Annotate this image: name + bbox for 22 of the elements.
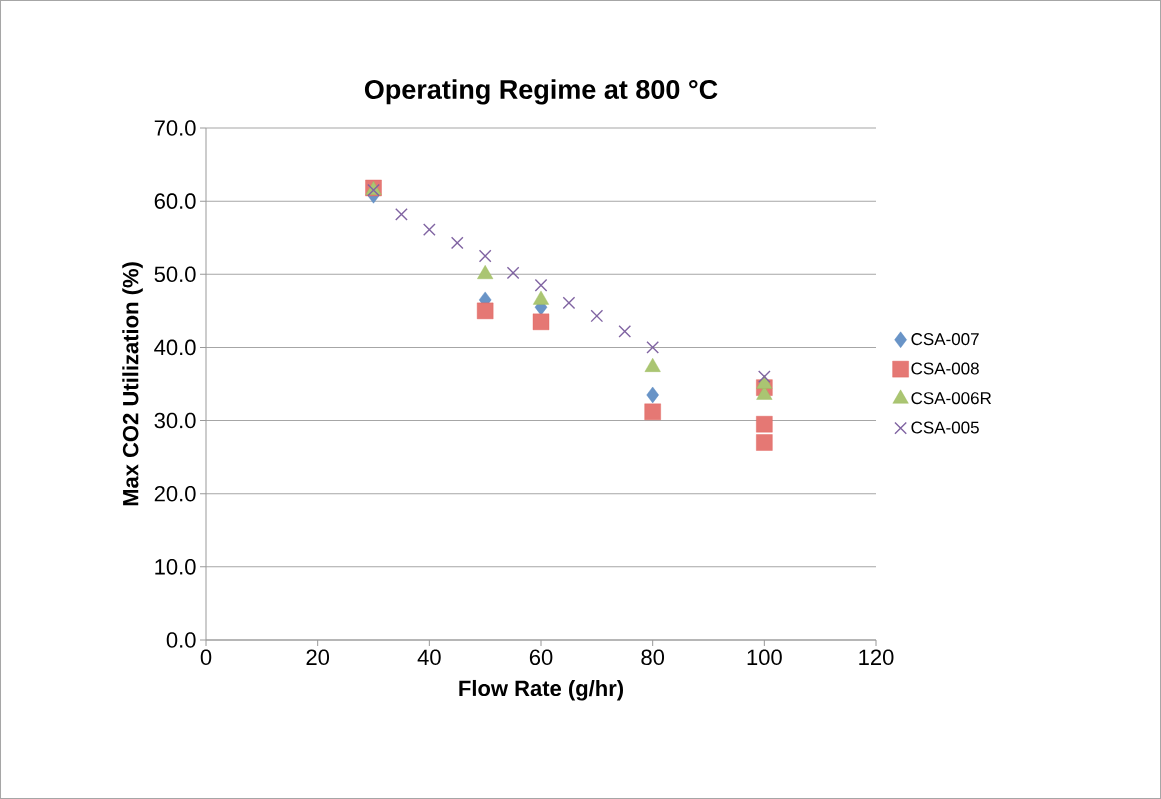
x-axis-title: Flow Rate (g/hr) xyxy=(459,679,624,701)
legend-label: CSA-008 xyxy=(911,362,979,375)
x-tick-label: 40 xyxy=(417,649,441,666)
x-tick-label: 0 xyxy=(200,649,212,666)
x-tick-label: 80 xyxy=(641,649,665,666)
y-tick-label: 30.0 xyxy=(154,412,196,429)
y-tick-label: 70.0 xyxy=(154,120,196,136)
y-axis-title: Max CO2 Utilization (%) xyxy=(122,262,143,506)
x-tick-label: 100 xyxy=(747,649,782,666)
y-tick-label: 0.0 xyxy=(166,632,196,648)
y-tick-label: 60.0 xyxy=(154,193,196,209)
chart-title: Operating Regime at 800 °C xyxy=(364,79,718,105)
legend-label: CSA-006R xyxy=(911,392,992,405)
x-tick-label: 60 xyxy=(529,649,553,666)
legend-label: CSA-007 xyxy=(911,333,979,346)
legend-label: CSA-005 xyxy=(911,421,979,434)
y-tick-label: 20.0 xyxy=(154,485,196,502)
x-tick-label: 20 xyxy=(306,649,330,666)
y-tick-label: 10.0 xyxy=(155,559,196,575)
y-tick-label: 50.0 xyxy=(154,266,196,283)
y-tick-label: 40.0 xyxy=(154,339,196,356)
x-tick-label: 120 xyxy=(859,649,894,666)
